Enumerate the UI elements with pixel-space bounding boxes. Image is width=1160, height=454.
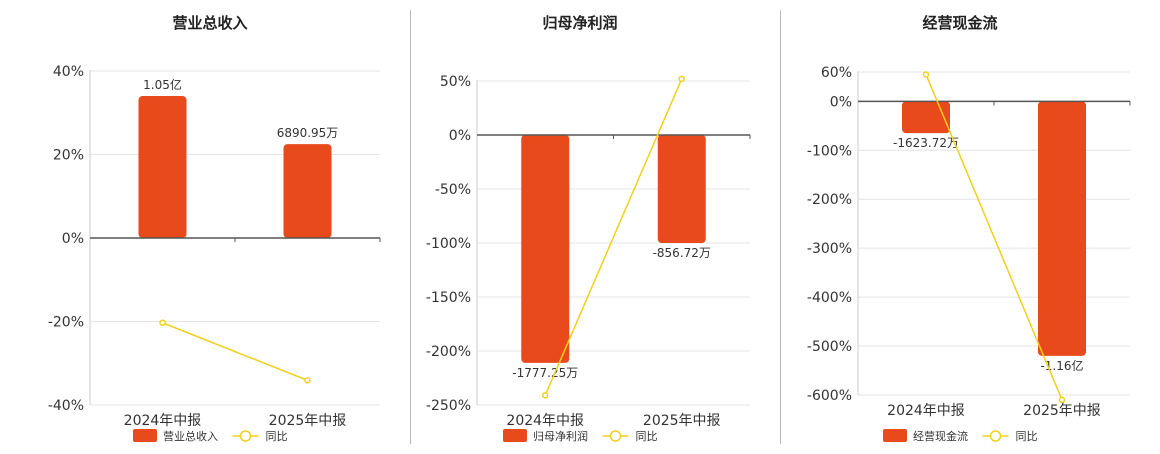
yoy-point <box>1058 396 1066 404</box>
yoy-line <box>162 322 308 382</box>
bar <box>521 135 570 363</box>
yoy-point <box>542 392 549 399</box>
bar <box>138 96 187 238</box>
y-tick-label: -50% <box>435 182 471 198</box>
y-tick-label: 40% <box>53 64 84 80</box>
y-tick-label: -500% <box>807 339 852 355</box>
x-tick-label: 2024年中报 <box>887 403 965 419</box>
bar <box>1038 101 1086 356</box>
yoy-point <box>159 319 166 327</box>
bar-value-label: 6890.95万 <box>277 126 339 140</box>
y-tick-label: -100% <box>426 236 471 252</box>
panel-divider <box>410 10 411 444</box>
yoy-point <box>304 377 311 384</box>
legend-label: 同比 <box>636 430 658 443</box>
x-tick-label: 2025年中报 <box>643 413 721 429</box>
bar <box>657 135 706 243</box>
legend-label: 经营现金流 <box>913 429 968 443</box>
y-tick-label: 0% <box>62 231 84 247</box>
legend-label: 同比 <box>1016 430 1038 443</box>
y-tick-label: -300% <box>807 241 852 257</box>
y-tick-label: 0% <box>830 94 852 110</box>
chart-title: 归母净利润 <box>542 14 617 32</box>
yoy-point <box>678 75 685 83</box>
y-tick-label: -200% <box>426 344 471 360</box>
y-tick-label: -20% <box>48 315 84 331</box>
y-tick-label: -600% <box>807 388 852 404</box>
legend-bar-swatch <box>503 429 527 442</box>
bar-value-label: -856.72万 <box>653 246 711 260</box>
legend-line-marker <box>239 430 252 442</box>
y-tick-label: -40% <box>48 398 84 414</box>
yoy-line <box>925 74 1063 401</box>
legend-bar-swatch <box>133 429 157 442</box>
legend-label: 归母净利润 <box>533 429 588 443</box>
bar <box>902 101 950 134</box>
bar <box>283 144 332 238</box>
y-tick-label: 60% <box>821 65 852 81</box>
y-tick-label: 50% <box>440 74 471 90</box>
legend-bar-swatch <box>883 429 907 442</box>
chart-title: 经营现金流 <box>922 14 997 32</box>
bar-value-label: -1777.25万 <box>512 366 578 380</box>
x-tick-label: 2024年中报 <box>506 413 584 429</box>
legend-label: 同比 <box>266 430 288 443</box>
y-tick-label: -200% <box>807 192 852 208</box>
x-tick-label: 2024年中报 <box>124 413 202 429</box>
x-tick-label: 2025年中报 <box>1023 403 1101 419</box>
panel-divider <box>780 10 781 444</box>
yoy-point <box>922 71 930 78</box>
y-tick-label: -400% <box>807 290 852 306</box>
y-tick-label: -100% <box>807 143 852 159</box>
chart-title: 营业总收入 <box>172 14 247 32</box>
y-tick-label: 20% <box>53 148 84 164</box>
x-tick-label: 2025年中报 <box>269 413 347 429</box>
y-tick-label: 0% <box>449 128 471 144</box>
bar-value-label: 1.05亿 <box>143 77 182 92</box>
legend-label: 营业总收入 <box>163 429 218 443</box>
bar-value-label: -1.16亿 <box>1040 358 1083 373</box>
legend-line-marker <box>609 430 622 442</box>
legend-line-marker <box>989 430 1002 442</box>
yoy-line <box>544 78 683 396</box>
y-tick-label: -250% <box>426 398 471 414</box>
bar-value-label: -1623.72万 <box>893 136 959 150</box>
y-tick-label: -150% <box>426 290 471 306</box>
